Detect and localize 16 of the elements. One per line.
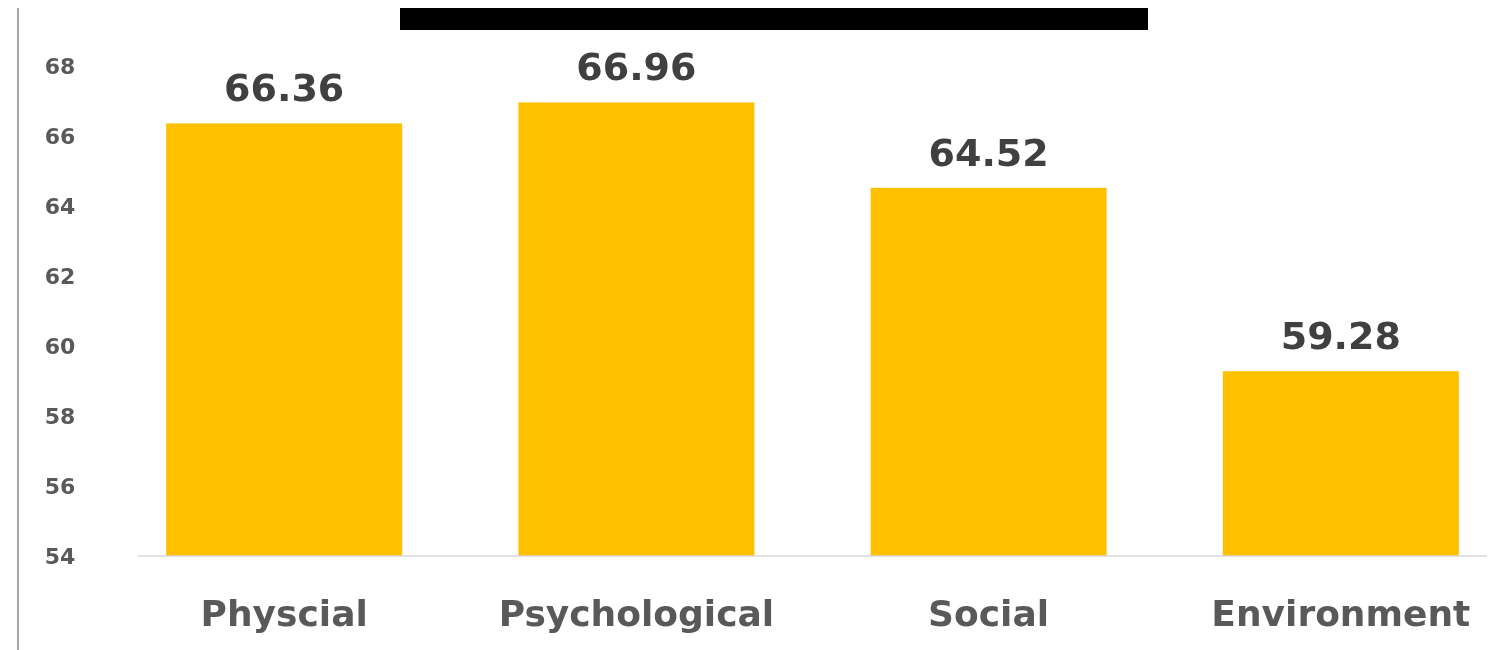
- data-label: 66.36: [224, 66, 345, 111]
- y-tick-label: 62: [44, 263, 76, 289]
- x-tick-label: Social: [928, 593, 1050, 634]
- x-tick-label: Physcial: [200, 593, 368, 634]
- x-tick-label: Environment: [1211, 593, 1471, 634]
- y-tick-label: 64: [44, 193, 76, 219]
- y-tick-label: 66: [44, 123, 76, 149]
- y-tick-label: 60: [44, 333, 76, 359]
- data-label: 59.28: [1280, 314, 1401, 359]
- y-tick-label: 68: [44, 53, 76, 79]
- y-tick-label: 58: [44, 403, 76, 429]
- data-label: 66.96: [576, 45, 697, 90]
- y-tick-label: 54: [44, 543, 76, 569]
- x-tick-label: Psychological: [498, 593, 775, 634]
- y-tick-label: 56: [44, 473, 76, 499]
- data-label: 64.52: [928, 130, 1049, 175]
